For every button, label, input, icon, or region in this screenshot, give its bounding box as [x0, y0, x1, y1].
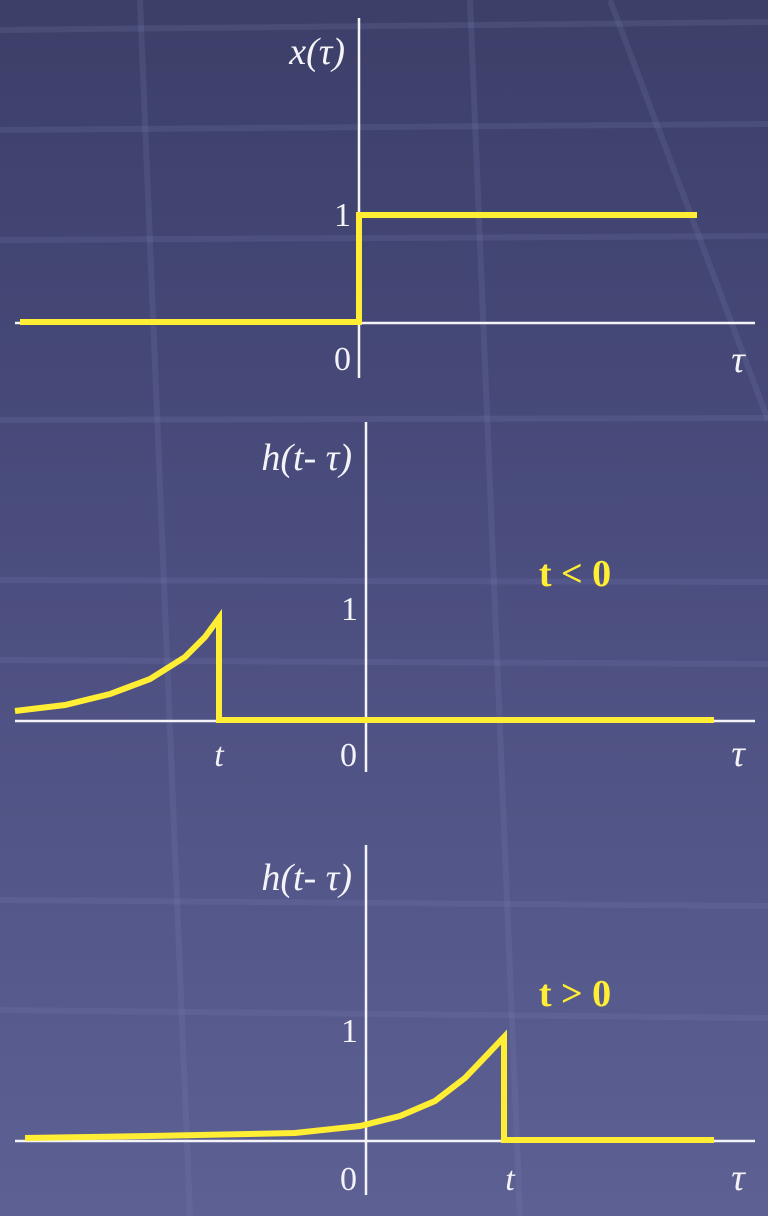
- one-label: 1: [341, 1013, 358, 1050]
- step-signal: [20, 212, 697, 325]
- origin-label: 0: [334, 341, 351, 378]
- y-axis-label: h(t- τ): [261, 437, 352, 479]
- panel-step: x(τ) 1 0 τ: [15, 18, 755, 381]
- origin-label: 0: [340, 737, 357, 774]
- condition-label: t > 0: [539, 973, 611, 1015]
- one-label: 1: [334, 197, 351, 234]
- x-axis-label: τ: [731, 1157, 746, 1199]
- panel-t-positive: h(t- τ) 1 0 t τ t > 0: [15, 845, 755, 1199]
- t-label: t: [505, 1161, 516, 1198]
- condition-label: t < 0: [539, 553, 611, 595]
- origin-label: 0: [340, 1161, 357, 1198]
- t-label: t: [214, 737, 225, 774]
- y-axis-label: h(t- τ): [261, 857, 352, 899]
- x-axis-label: τ: [731, 733, 746, 775]
- impulse-response-signal: [24, 1029, 714, 1143]
- x-axis-label: τ: [731, 339, 746, 381]
- panel-t-negative: h(t- τ) 1 0 t τ t < 0: [14, 422, 755, 775]
- one-label: 1: [341, 591, 358, 628]
- impulse-response-signal: [14, 608, 714, 723]
- y-axis-label: x(τ): [288, 31, 345, 73]
